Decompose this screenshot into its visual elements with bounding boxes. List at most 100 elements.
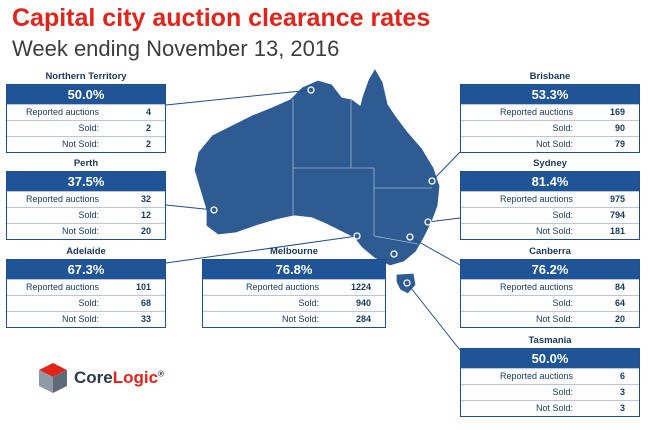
- card-city-name: Adelaide: [66, 246, 106, 257]
- row-not-sold: Not Sold: 284: [203, 311, 385, 327]
- card-city-name: Perth: [73, 158, 99, 169]
- row-reported: Reported auctions 6: [461, 368, 639, 384]
- clearance-rate: 67.3%: [7, 260, 165, 279]
- card-box: 50.0% Reported auctions 4 Sold: 2 Not Sold…: [6, 84, 166, 153]
- logo-registered-mark: ®: [158, 369, 164, 379]
- card-box: 81.4% Reported auctions 975 Sold: 794 Not …: [460, 171, 640, 240]
- row-value: 3: [619, 403, 625, 413]
- row-label: Sold:: [552, 387, 573, 397]
- row-label: Not Sold:: [61, 139, 99, 149]
- card-melbourne: Melbourne 76.8% Reported auctions 1224 So…: [202, 245, 386, 328]
- card-box: 76.8% Reported auctions 1224 Sold: 940 Not…: [202, 259, 386, 328]
- card-city-name: Brisbane: [529, 71, 571, 82]
- row-reported: Reported auctions 84: [461, 279, 639, 295]
- brisbane-marker: [428, 177, 436, 185]
- row-label: Not Sold:: [535, 314, 573, 324]
- row-reported: Reported auctions 4: [7, 104, 165, 120]
- row-label: Reported auctions: [499, 194, 573, 204]
- row-sold: Sold: 64: [461, 295, 639, 311]
- clearance-rate: 76.2%: [461, 260, 639, 279]
- row-value: 3: [619, 387, 625, 397]
- page-title: Capital city auction clearance rates: [12, 4, 431, 32]
- row-label: Sold:: [78, 123, 99, 133]
- row-sold: Sold: 68: [7, 295, 165, 311]
- logo-core: Core: [74, 368, 113, 387]
- card-city-name: Melbourne: [269, 246, 319, 257]
- row-label: Not Sold:: [535, 139, 573, 149]
- card-perth: Perth 37.5% Reported auctions 32 Sold: 12 …: [6, 157, 166, 240]
- row-label: Not Sold:: [61, 314, 99, 324]
- row-label: Sold:: [552, 210, 573, 220]
- clearance-rate: 37.5%: [7, 172, 165, 191]
- card-city-name: Sydney: [533, 158, 567, 169]
- row-value: 1224: [350, 282, 371, 292]
- row-label: Reported auctions: [25, 107, 99, 117]
- row-label: Reported auctions: [25, 194, 99, 204]
- row-value: 64: [614, 298, 625, 308]
- adelaide-marker: [353, 232, 361, 240]
- row-label: Sold:: [298, 298, 319, 308]
- logo-wordmark: CoreLogic®: [74, 368, 164, 388]
- australia-mainland: [193, 67, 441, 267]
- card-city-name: Canberra: [529, 246, 571, 257]
- row-sold: Sold: 3: [461, 384, 639, 400]
- melbourne-marker: [390, 250, 398, 258]
- clearance-rate: 76.8%: [203, 260, 385, 279]
- row-value: 169: [609, 107, 625, 117]
- card-box: 37.5% Reported auctions 32 Sold: 12 Not So…: [6, 171, 166, 240]
- row-not-sold: Not Sold: 3: [461, 400, 639, 416]
- row-reported: Reported auctions 169: [461, 104, 639, 120]
- darwin-marker: [307, 86, 315, 94]
- perth-marker: [210, 206, 218, 214]
- row-value: 940: [355, 298, 371, 308]
- clearance-rate: 81.4%: [461, 172, 639, 191]
- logo-logic: Logic: [112, 368, 159, 387]
- card-sydney: Sydney 81.4% Reported auctions 975 Sold: 7…: [460, 157, 640, 240]
- row-value: 4: [145, 107, 151, 117]
- sydney-marker: [424, 218, 432, 226]
- row-value: 6: [619, 371, 625, 381]
- row-value: 2: [145, 123, 151, 133]
- row-value: 68: [140, 298, 151, 308]
- hobart-marker: [403, 279, 411, 287]
- row-value: 32: [140, 194, 151, 204]
- row-value: 90: [614, 123, 625, 133]
- row-label: Sold:: [552, 298, 573, 308]
- row-sold: Sold: 90: [461, 120, 639, 136]
- corelogic-logo: CoreLogic®: [38, 362, 164, 394]
- row-reported: Reported auctions 101: [7, 279, 165, 295]
- row-reported: Reported auctions 32: [7, 191, 165, 207]
- row-label: Reported auctions: [245, 282, 319, 292]
- row-sold: Sold: 794: [461, 207, 639, 223]
- row-label: Reported auctions: [499, 282, 573, 292]
- cube-logo-icon: [39, 363, 67, 393]
- row-not-sold: Not Sold: 20: [461, 311, 639, 327]
- card-northern-territory: Northern Territory 50.0% Reported auctio…: [6, 70, 166, 153]
- card-box: 50.0% Reported auctions 6 Sold: 3 Not Sold…: [460, 348, 640, 417]
- card-box: 76.2% Reported auctions 84 Sold: 64 Not So…: [460, 259, 640, 328]
- canberra-marker: [406, 233, 414, 241]
- row-label: Sold:: [78, 210, 99, 220]
- row-label: Sold:: [78, 298, 99, 308]
- row-value: 84: [614, 282, 625, 292]
- card-city-name: Tasmania: [528, 335, 572, 346]
- row-sold: Sold: 12: [7, 207, 165, 223]
- row-label: Not Sold:: [281, 314, 319, 324]
- clearance-rate: 50.0%: [7, 85, 165, 104]
- card-box: 67.3% Reported auctions 101 Sold: 68 Not S…: [6, 259, 166, 328]
- row-label: Not Sold:: [61, 226, 99, 236]
- row-label: Not Sold:: [535, 226, 573, 236]
- row-reported: Reported auctions 1224: [203, 279, 385, 295]
- row-label: Reported auctions: [499, 371, 573, 381]
- row-label: Sold:: [552, 123, 573, 133]
- card-tasmania: Tasmania 50.0% Reported auctions 6 Sold: 3…: [460, 334, 640, 417]
- clearance-rate: 50.0%: [461, 349, 639, 368]
- row-value: 79: [614, 139, 625, 149]
- row-value: 12: [140, 210, 151, 220]
- row-not-sold: Not Sold: 181: [461, 223, 639, 239]
- row-not-sold: Not Sold: 2: [7, 136, 165, 152]
- card-brisbane: Brisbane 53.3% Reported auctions 169 Sold…: [460, 70, 640, 153]
- row-label: Reported auctions: [25, 282, 99, 292]
- row-label: Not Sold:: [535, 403, 573, 413]
